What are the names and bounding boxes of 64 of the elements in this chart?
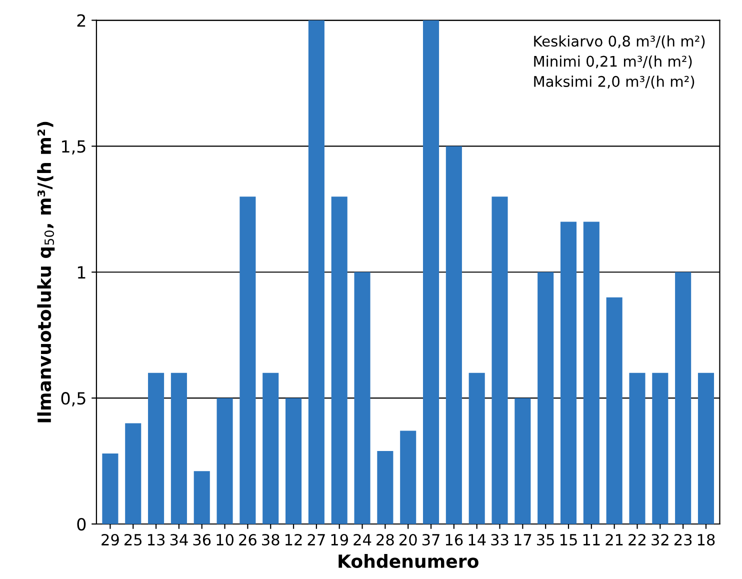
x-tick-label: 22 [628, 534, 646, 546]
x-tick-label: 15 [560, 534, 577, 546]
x-tick-label: 13 [148, 534, 165, 546]
bar [354, 272, 370, 524]
x-tick-label: 29 [102, 534, 119, 546]
x-tick-label: 12 [285, 534, 302, 546]
x-tick-label: 20 [400, 534, 417, 546]
y-tick-label: 1 [78, 266, 86, 278]
bar [446, 146, 462, 524]
x-tick-label: 19 [331, 534, 348, 546]
bar [331, 196, 348, 524]
x-tick-label: 26 [239, 534, 256, 546]
x-tick-label: 32 [652, 534, 668, 546]
y-tick-label: 2 [77, 14, 86, 27]
bar [514, 398, 531, 524]
bar [286, 398, 302, 524]
bar [698, 372, 714, 524]
x-tick-label: 36 [193, 534, 211, 546]
bar [400, 430, 416, 524]
bar [492, 196, 508, 524]
y-tick-label: 0 [77, 518, 86, 531]
x-tick-label: 38 [262, 534, 280, 546]
bar [262, 372, 279, 524]
y-tick-label: 0,5 [61, 392, 86, 406]
y-axis-title: Ilmanvuotoluku q$_{50}$, m³/(h m²) [37, 122, 55, 422]
x-tick-label: 35 [537, 534, 554, 546]
annotation: Minimi 0,21 m³/(h m²) [534, 56, 692, 69]
bar [148, 372, 164, 524]
x-tick-label: 34 [170, 534, 188, 546]
annotation: Maksimi 2,0 m³/(h m²) [534, 76, 694, 89]
x-tick-label: 28 [376, 534, 394, 546]
bar [194, 471, 210, 524]
bar [216, 398, 233, 524]
bar [606, 297, 622, 524]
bar [583, 222, 600, 524]
bar [538, 272, 554, 524]
x-tick-label: 24 [354, 534, 372, 546]
bar [377, 450, 394, 524]
bar [560, 222, 577, 524]
x-tick-label: 33 [491, 534, 508, 546]
bar [240, 196, 256, 524]
bar [422, 20, 440, 524]
bar [170, 372, 187, 524]
x-tick-label: 16 [446, 534, 463, 546]
annotation: Keskiarvo 0,8 m³/(h m²) [534, 35, 705, 48]
bar [675, 272, 692, 524]
x-tick-label: 37 [422, 534, 440, 546]
x-tick-label: 11 [583, 534, 600, 546]
bar [629, 372, 646, 524]
y-tick-label: 1,5 [62, 140, 86, 154]
x-tick-label: 10 [216, 534, 234, 546]
x-axis-title: Kohdenumero [338, 554, 478, 568]
x-tick-label: 14 [468, 534, 486, 546]
bar [308, 20, 324, 524]
bar [102, 453, 118, 524]
x-tick-label: 25 [124, 534, 142, 546]
x-tick-label: 18 [698, 534, 715, 546]
x-tick-label: 23 [674, 534, 692, 546]
x-tick-label: 17 [514, 534, 532, 546]
x-tick-label: 27 [308, 534, 325, 546]
bar [468, 372, 485, 524]
bar [125, 423, 142, 524]
x-tick-label: 21 [606, 534, 623, 546]
bar [652, 372, 668, 524]
